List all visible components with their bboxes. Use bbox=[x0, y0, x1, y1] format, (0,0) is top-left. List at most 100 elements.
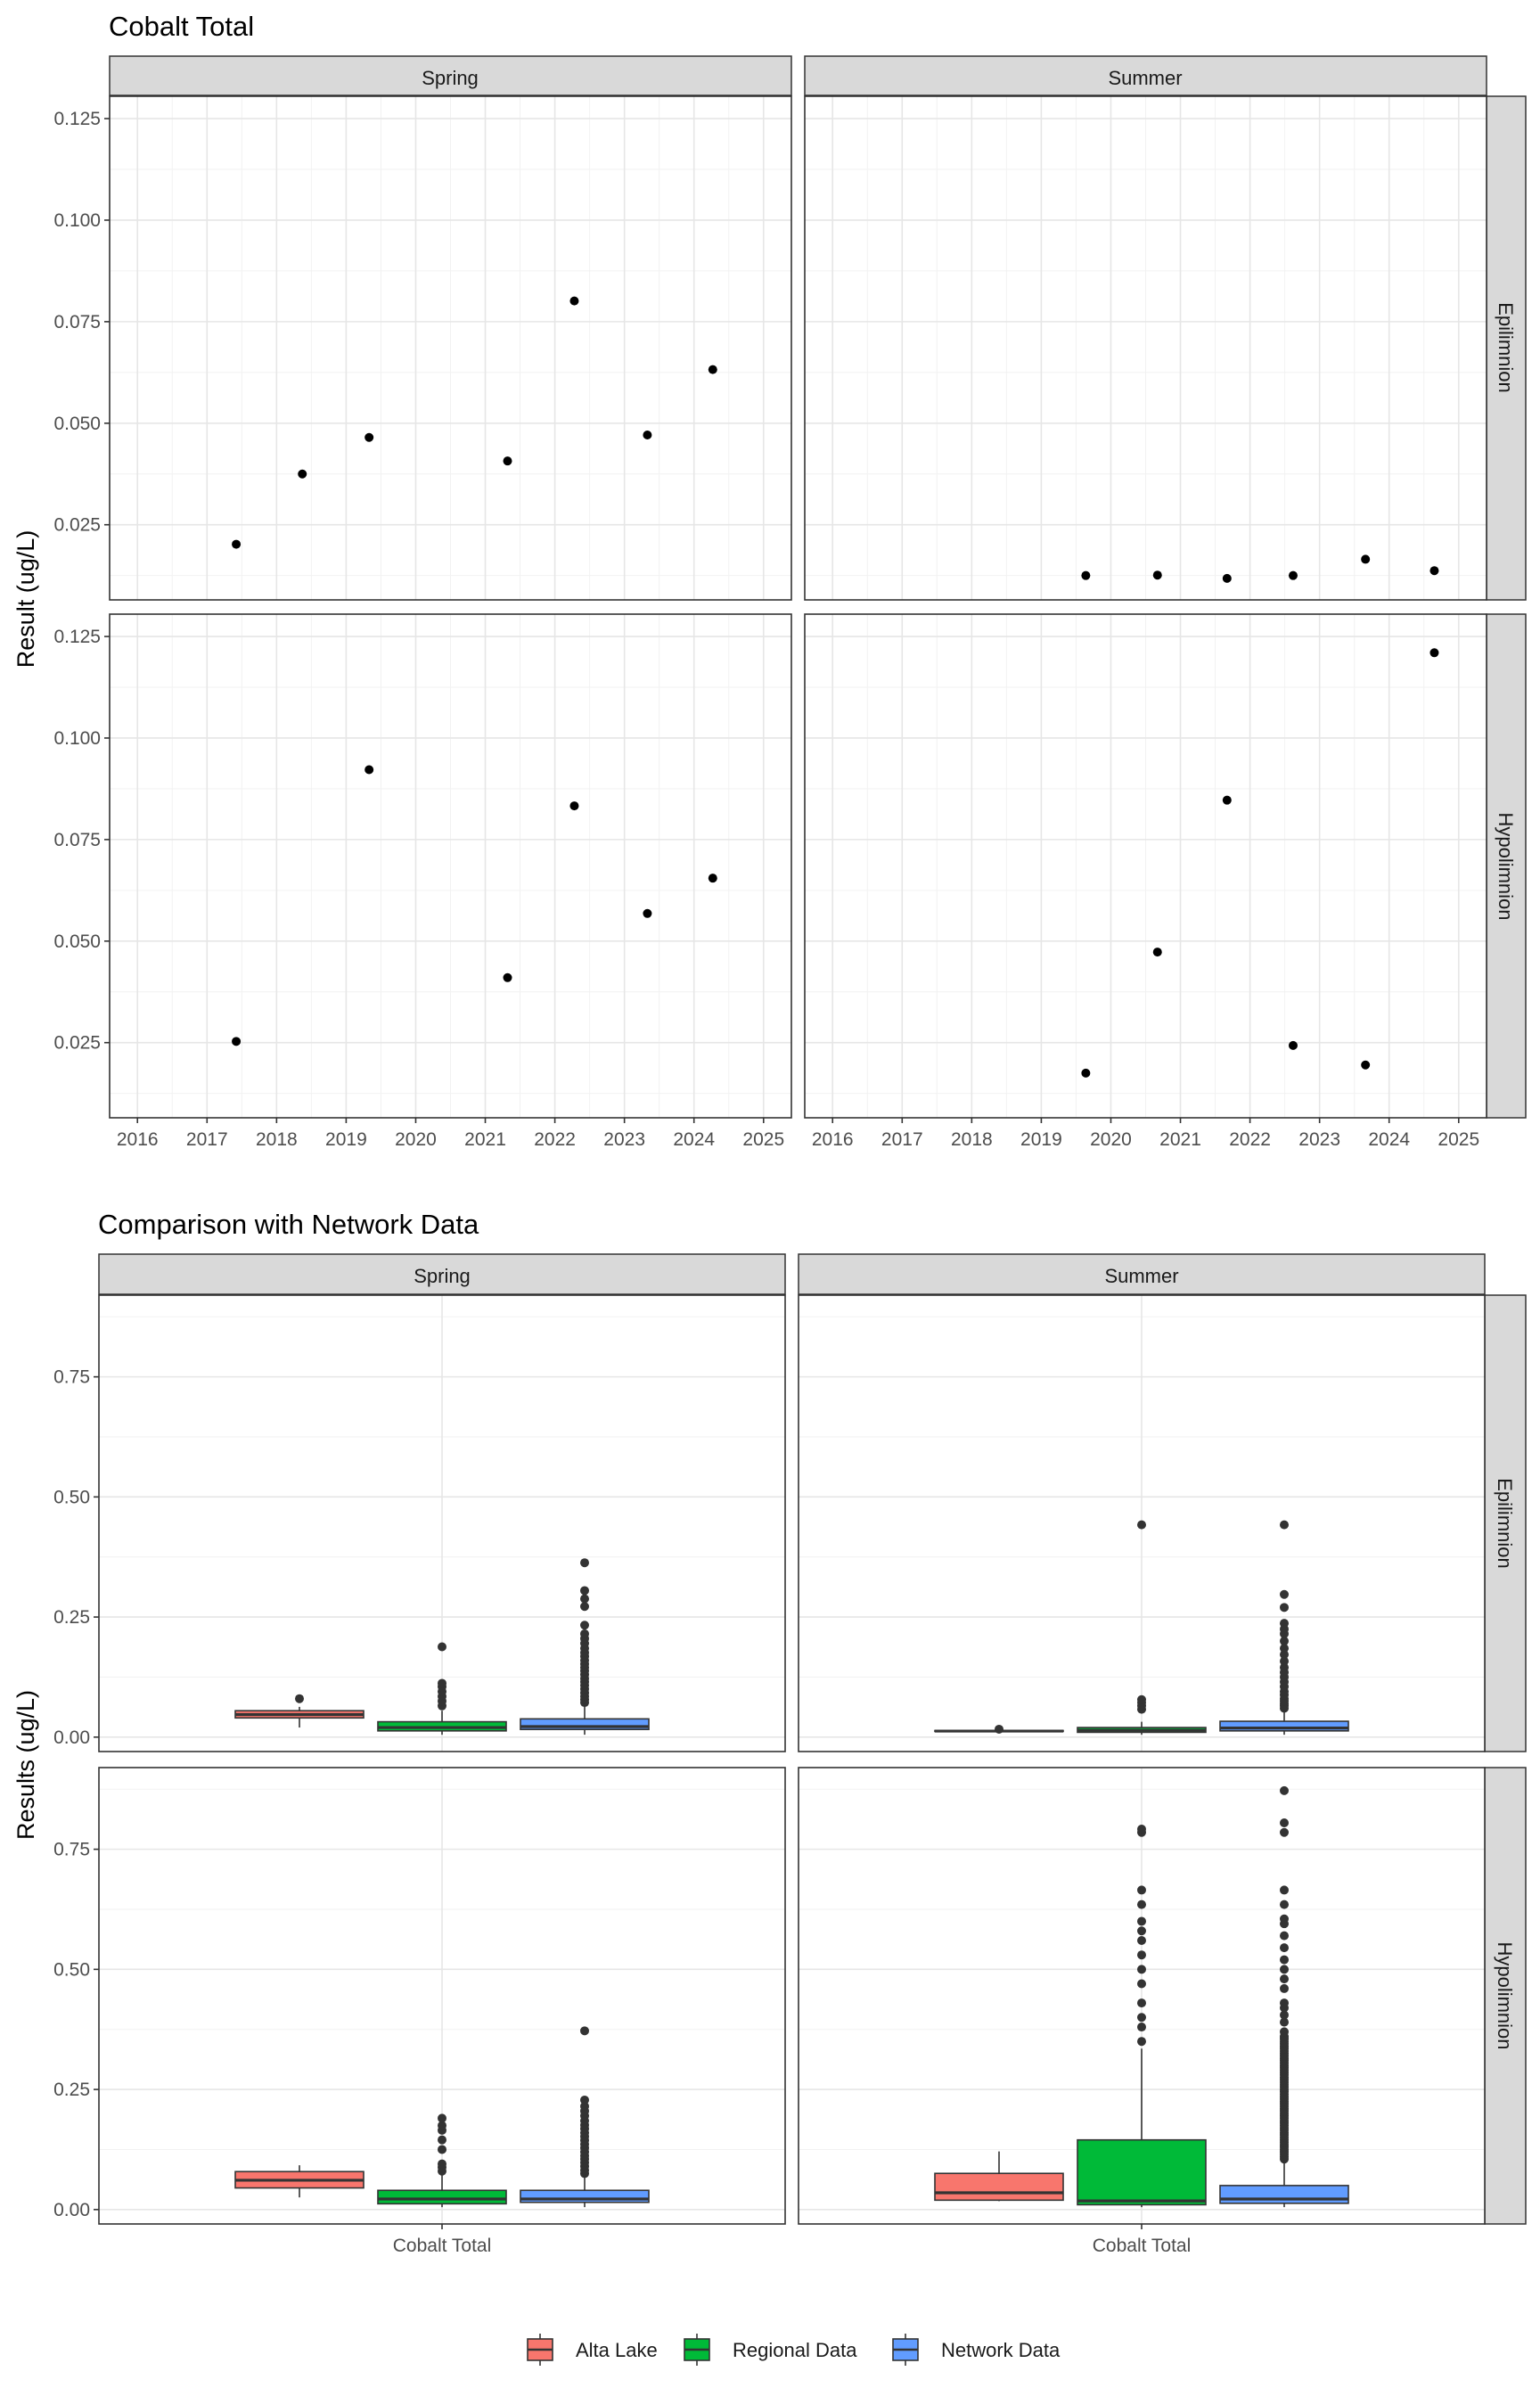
data-point bbox=[1288, 1040, 1298, 1050]
data-point bbox=[1288, 570, 1298, 580]
outlier-point bbox=[438, 2121, 446, 2130]
outlier-point bbox=[1137, 2023, 1146, 2032]
y-tick-label: 0.25 bbox=[53, 2080, 90, 2100]
x-tick-label: 2018 bbox=[256, 1129, 298, 1150]
outlier-point bbox=[438, 1678, 446, 1688]
data-point bbox=[569, 801, 579, 811]
x-tick-label: 2024 bbox=[673, 1129, 715, 1150]
outlier-point bbox=[438, 1642, 446, 1652]
box-network-data bbox=[520, 1558, 650, 1735]
x-tick-label: 2024 bbox=[1368, 1129, 1410, 1150]
outlier-point bbox=[295, 1694, 304, 1703]
y-tick-label: 0.050 bbox=[53, 414, 101, 434]
data-point bbox=[708, 874, 717, 883]
panel-spring-epilimnion: 0.00 0.25 0.50 0.75 bbox=[53, 1294, 786, 1752]
box-network-data bbox=[1219, 1785, 1349, 2208]
panel-summer-epilimnion bbox=[798, 1294, 1486, 1752]
strip-col-summer bbox=[804, 55, 1487, 96]
panel-border bbox=[804, 613, 1487, 1119]
outlier-point bbox=[1280, 1931, 1289, 1941]
outlier-point bbox=[1280, 2027, 1289, 2037]
outlier-point bbox=[1280, 1785, 1289, 1795]
outlier-point bbox=[580, 2095, 589, 2105]
data-point bbox=[232, 1037, 242, 1046]
y-tick-label: 0.075 bbox=[53, 830, 101, 850]
outlier-point bbox=[580, 1558, 589, 1568]
outlier-point bbox=[580, 2101, 589, 2111]
legend-item-regional-data: Regional Data bbox=[684, 2334, 857, 2366]
strip-row-hypolimnion-label: Hypolimnion bbox=[1494, 1941, 1516, 2049]
x-tick-label: 2025 bbox=[742, 1129, 784, 1150]
y-tick-label: 0.075 bbox=[53, 312, 101, 332]
data-point bbox=[365, 765, 374, 775]
x-tick-label: 2019 bbox=[325, 1129, 367, 1150]
outlier-point bbox=[1137, 1936, 1146, 1946]
outlier-point bbox=[580, 1586, 589, 1596]
y-tick-label: 0.00 bbox=[53, 1727, 90, 1748]
data-point bbox=[298, 469, 307, 479]
box-iqr bbox=[1219, 1720, 1349, 1732]
x-tick-label: 2020 bbox=[1090, 1129, 1132, 1150]
outlier-point bbox=[1280, 1955, 1289, 1965]
outlier-point bbox=[1280, 1998, 1289, 2008]
outlier-point bbox=[438, 2159, 446, 2169]
panel-border bbox=[798, 1294, 1486, 1752]
legend-item-network-data: Network Data bbox=[892, 2334, 1061, 2366]
outlier-point bbox=[1137, 1694, 1146, 1704]
outlier-point bbox=[1280, 2017, 1289, 2027]
panel-border bbox=[109, 95, 792, 601]
box-regional-data bbox=[377, 1642, 507, 1735]
legend-label: Regional Data bbox=[733, 2339, 857, 2361]
box-iqr bbox=[1219, 2185, 1349, 2204]
data-point bbox=[503, 972, 512, 982]
outlier-point bbox=[580, 2026, 589, 2036]
y-tick-label: 0.50 bbox=[53, 1959, 90, 1980]
strip-col-summer-label: Summer bbox=[1108, 67, 1182, 89]
outlier-point bbox=[1137, 2013, 1146, 2023]
y-tick-label: 0.125 bbox=[53, 627, 101, 647]
outlier-point bbox=[1137, 2037, 1146, 2047]
x-tick-label: 2022 bbox=[534, 1129, 576, 1150]
x-tick-label: 2017 bbox=[186, 1129, 228, 1150]
panel-summer-hypolimnion: 2016 2017 2018 2019 2020 2021 2022 2023 2024 2025 bbox=[804, 613, 1487, 1150]
outlier-point bbox=[1137, 1965, 1146, 1974]
y-tick-label: 0.125 bbox=[53, 109, 101, 129]
y-tick-label: 0.025 bbox=[53, 515, 101, 536]
strip-row-hypolimnion-label: Hypolimnion bbox=[1495, 812, 1517, 920]
outlier-point bbox=[1137, 1950, 1146, 1960]
box-alta-lake bbox=[234, 1694, 365, 1728]
data-point bbox=[365, 432, 374, 442]
panel-border bbox=[804, 95, 1487, 601]
chart1-y-axis-label: Result (ug/L) bbox=[12, 530, 39, 669]
data-point bbox=[643, 431, 652, 440]
panel-spring-hypolimnion: 0.025 0.050 0.075 0.100 0.125 2016 2017 2018 201… bbox=[53, 613, 792, 1150]
strip-row-hypolimnion bbox=[1486, 613, 1527, 1119]
data-point bbox=[1081, 1068, 1091, 1078]
outlier-point bbox=[1280, 1637, 1289, 1646]
data-point bbox=[1152, 570, 1162, 580]
outlier-point bbox=[1137, 1885, 1146, 1895]
panel-summer-epilimnion bbox=[804, 95, 1487, 601]
panel-border bbox=[98, 1294, 786, 1752]
outlier-point bbox=[995, 1724, 1003, 1734]
data-point bbox=[643, 908, 652, 918]
outlier-point bbox=[1280, 1619, 1289, 1629]
y-tick-label: 0.25 bbox=[53, 1607, 90, 1628]
x-tick-label: 2016 bbox=[812, 1129, 854, 1150]
strip-col-spring-label: Spring bbox=[422, 67, 479, 89]
box-iqr bbox=[520, 2189, 650, 2203]
outlier-point bbox=[1280, 1818, 1289, 1827]
chart2-y-axis-label: Results (ug/L) bbox=[12, 1690, 39, 1840]
data-point bbox=[1429, 648, 1439, 658]
x-tick-label: 2021 bbox=[464, 1129, 506, 1150]
panel-spring-hypolimnion: 0.00 0.25 0.50 0.75 Cobalt Total bbox=[53, 1767, 786, 2256]
outlier-point bbox=[1137, 1998, 1146, 2008]
outlier-point bbox=[580, 1602, 589, 1612]
box-regional-data bbox=[377, 2113, 507, 2208]
data-point bbox=[1361, 554, 1371, 564]
y-tick-label: 0.75 bbox=[53, 1840, 90, 1860]
data-point bbox=[503, 456, 512, 466]
y-tick-label: 0.050 bbox=[53, 931, 101, 952]
x-tick-label: 2017 bbox=[881, 1129, 923, 1150]
